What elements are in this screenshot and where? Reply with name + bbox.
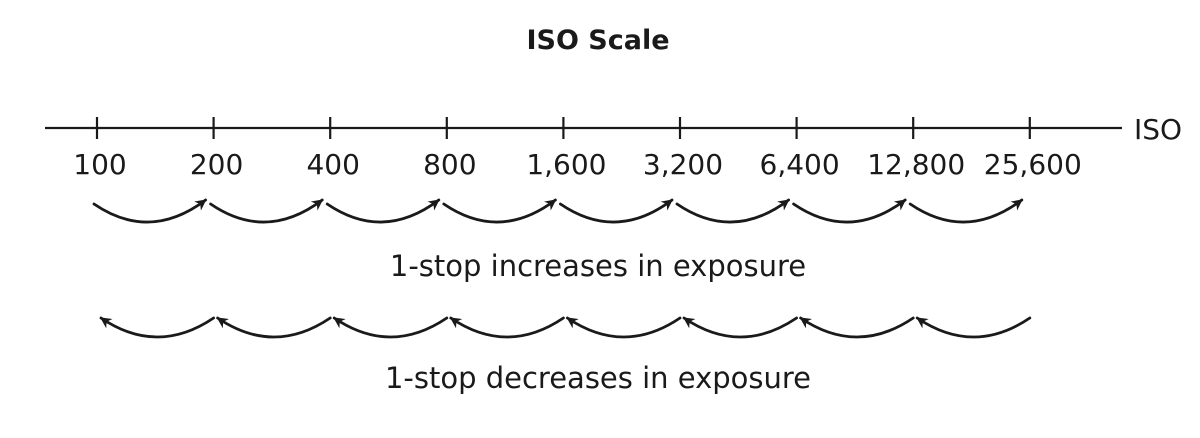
decrease-arrow — [915, 316, 1032, 339]
tick-label: 100 — [73, 148, 126, 181]
decrease-arrow — [799, 316, 915, 339]
tick-label: 200 — [190, 148, 243, 181]
tick-labels: 100 200 400 800 1,600 3,200 6,400 12,800 25,600 — [73, 148, 1082, 181]
increase-arrow — [559, 198, 674, 224]
tick-label: 800 — [423, 148, 476, 181]
decrease-arrow — [682, 316, 798, 339]
tick-marks — [95, 117, 1031, 139]
decrease-arrow — [449, 316, 565, 339]
increase-arrow — [792, 198, 907, 224]
decrease-arrow — [332, 316, 449, 339]
increase-arrow — [908, 198, 1024, 224]
increase-caption: 1-stop increases in exposure — [390, 249, 806, 283]
decrease-arrow — [216, 316, 332, 339]
increase-arrow — [442, 198, 557, 224]
increase-arrow — [675, 198, 790, 224]
diagram-title: ISO Scale — [526, 25, 669, 56]
tick-label: 25,600 — [984, 148, 1082, 181]
tick-label: 6,400 — [760, 148, 840, 181]
increase-arrow — [92, 198, 207, 224]
tick-label: 1,600 — [526, 148, 606, 181]
decrease-arrow — [99, 316, 215, 339]
tick-label: 12,800 — [867, 148, 965, 181]
increase-arrow — [209, 198, 324, 224]
decrease-caption: 1-stop decreases in exposure — [385, 361, 811, 395]
increase-arrow — [325, 198, 441, 224]
decrease-arrows-row — [99, 316, 1032, 339]
increase-arrows-row — [92, 198, 1024, 224]
axis-label: ISO — [1134, 113, 1182, 146]
decrease-arrow — [566, 316, 682, 339]
tick-label: 400 — [306, 148, 359, 181]
tick-label: 3,200 — [643, 148, 723, 181]
